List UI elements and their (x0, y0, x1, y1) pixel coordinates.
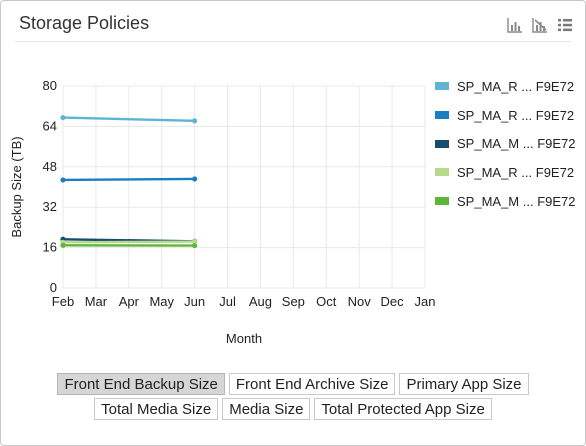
x-tick-label: Sep (282, 294, 305, 309)
x-tick-label: Oct (316, 294, 337, 309)
data-point (192, 176, 198, 182)
data-point (192, 238, 198, 245)
legend-item[interactable]: SP_MA_M ... F9E72 (435, 187, 576, 216)
y-tick-label: 64 (43, 118, 57, 133)
data-point (60, 242, 66, 248)
y-tick-label: 48 (43, 159, 57, 174)
metric-button[interactable]: Front End Archive Size (228, 373, 396, 395)
metric-button-row-2: Total Media Size Media Size Total Protecte… (0, 398, 586, 420)
legend-label: SP_MA_M ... F9E72 (457, 193, 576, 209)
x-tick-label: Jun (184, 294, 205, 309)
data-point (60, 114, 66, 121)
legend-swatch (435, 168, 449, 177)
y-tick-label: 16 (43, 240, 57, 255)
x-tick-label: Aug (249, 294, 272, 309)
legend-label: SP_MA_M ... F9E72 (457, 136, 576, 152)
metric-button-row-1: Front End Backup Size Front End Archive S… (0, 373, 586, 395)
chart-toolbar (507, 17, 573, 33)
metric-button[interactable]: Total Protected App Size (314, 398, 492, 420)
data-point (60, 177, 66, 183)
y-axis-title: Backup Size (TB) (9, 136, 24, 237)
legend-swatch (435, 139, 449, 148)
list-view-icon[interactable] (557, 17, 573, 33)
x-tick-label: Feb (52, 294, 74, 309)
legend-swatch (435, 111, 449, 120)
data-point (192, 242, 198, 249)
series-line (62, 177, 195, 182)
x-tick-label: Jul (219, 294, 236, 309)
header-divider (15, 41, 571, 42)
legend-item[interactable]: SP_MA_R ... F9E72 (435, 101, 576, 130)
legend-label: SP_MA_R ... F9E72 (457, 107, 575, 123)
legend-label: SP_MA_R ... F9E72 (457, 164, 575, 180)
hide-chart-icon[interactable] (532, 17, 548, 33)
y-tick-label: 0 (50, 280, 57, 295)
x-tick-label: Dec (381, 294, 405, 309)
x-axis-title: Month (226, 331, 262, 346)
y-tick-label: 80 (43, 78, 57, 93)
x-tick-label: Apr (119, 294, 140, 309)
series-line (62, 240, 195, 244)
x-tick-label: Jan (415, 294, 436, 309)
legend-swatch (435, 197, 449, 206)
x-tick-label: Mar (85, 294, 108, 309)
metric-button[interactable]: Media Size (222, 398, 311, 420)
legend-item[interactable]: SP_MA_R ... F9E72 (435, 72, 576, 101)
series-line (62, 116, 195, 123)
data-point (192, 118, 198, 124)
bar-chart-icon[interactable] (507, 17, 523, 33)
y-tick-label: 32 (43, 199, 57, 214)
x-tick-label: May (149, 294, 174, 309)
chart-legend: SP_MA_R ... F9E72 SP_MA_R ... F9E72 SP_MA_… (435, 72, 576, 215)
metric-button[interactable]: Total Media Size (94, 398, 219, 420)
metric-button[interactable]: Primary App Size (399, 373, 529, 395)
legend-label: SP_MA_R ... F9E72 (457, 78, 575, 94)
legend-item[interactable]: SP_MA_M ... F9E72 (435, 129, 576, 158)
panel-title: Storage Policies (19, 13, 150, 33)
metric-button[interactable]: Front End Backup Size (57, 373, 225, 395)
metric-selector: Front End Backup Size Front End Archive S… (0, 373, 586, 423)
legend-swatch (435, 82, 449, 91)
x-tick-label: Nov (348, 294, 372, 309)
legend-item[interactable]: SP_MA_R ... F9E72 (435, 158, 576, 187)
